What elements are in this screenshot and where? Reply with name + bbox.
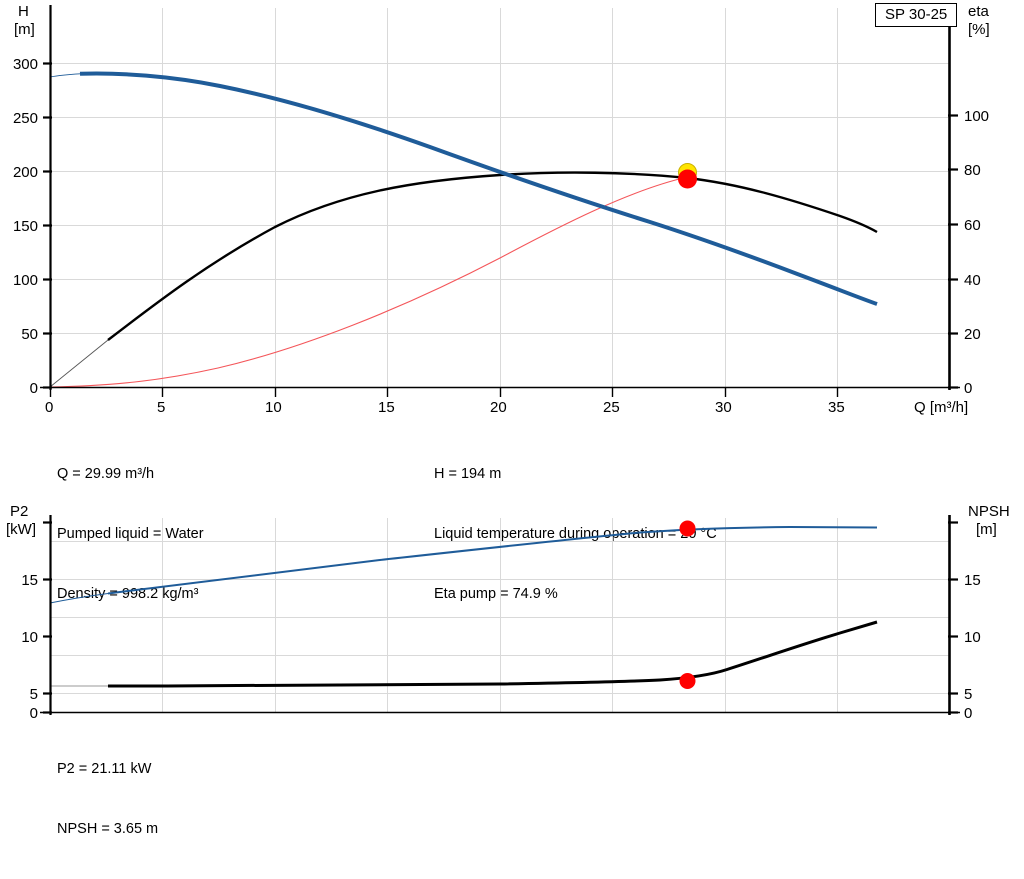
q-axis-title: Q [m³/h]: [914, 399, 969, 416]
vertical-gridlines: [162, 8, 838, 387]
left-axis-ticks-bottom: [43, 521, 52, 714]
q-tick-10: 10: [265, 399, 282, 416]
q-tick-35: 35: [828, 399, 845, 416]
eta-tick-20: 20: [964, 326, 981, 343]
duty-info-left-line-2: Pumped liquid = Water: [57, 526, 204, 542]
duty-point-marker: [678, 169, 697, 189]
eta-axis-unit: [%]: [968, 21, 990, 38]
power-info-line-2: NPSH = 3.65 m: [57, 821, 159, 837]
pump-curve-page: H [m] eta [%] SP 30-25 0 50 100 150 200 …: [6, 3, 1010, 837]
power-info: P2 = 21.11 kW NPSH = 3.65 m: [57, 719, 158, 879]
h-tick-300: 300: [12, 56, 38, 73]
npsh-tick-5: 5: [964, 686, 973, 703]
eta-tick-80: 80: [964, 162, 981, 179]
head-axis-unit: [m]: [14, 21, 35, 38]
power-npsh-chart: [40, 515, 960, 715]
head-efficiency-chart: [40, 5, 960, 397]
q-tick-25: 25: [603, 399, 620, 416]
efficiency-curve-extrapolated: [49, 339, 109, 388]
npsh-curve: [107, 620, 878, 688]
power-duty-marker: [679, 520, 696, 537]
power-curve-extrapolated: [49, 593, 109, 604]
right-axis-ticks-bottom: [948, 521, 958, 714]
q-tick-5: 5: [157, 399, 166, 416]
p2-tick-0: 0: [29, 705, 38, 722]
q-tick-0: 0: [45, 399, 54, 416]
h-tick-150: 150: [12, 218, 38, 235]
p2-tick-15: 15: [21, 572, 38, 589]
npsh-axis-unit: [m]: [976, 521, 997, 538]
duty-info-right-line-3: Eta pump = 74.9 %: [434, 586, 558, 602]
npsh-tick-15: 15: [964, 572, 981, 589]
power-axis-unit: [kW]: [6, 521, 36, 538]
power-curve: [107, 525, 878, 595]
left-axis-ticks: [43, 62, 52, 389]
h-tick-50: 50: [21, 326, 38, 343]
h-tick-200: 200: [12, 164, 38, 181]
head-axis-title: H: [18, 3, 29, 20]
system-curve: [49, 176, 688, 388]
npsh-duty-marker: [679, 673, 696, 689]
q-tick-20: 20: [490, 399, 507, 416]
h-tick-0: 0: [29, 380, 38, 397]
eta-tick-40: 40: [964, 272, 981, 289]
power-axis-title: P2: [10, 503, 29, 520]
duty-info-right-line-1: H = 194 m: [434, 466, 502, 482]
eta-tick-100: 100: [964, 108, 990, 125]
pump-model-label: SP 30-25: [875, 3, 958, 27]
eta-axis-title: eta: [968, 3, 989, 20]
h-tick-250: 250: [12, 110, 38, 127]
x-axis-ticks: [49, 387, 839, 397]
h-tick-100: 100: [12, 272, 38, 289]
eta-tick-60: 60: [964, 217, 981, 234]
npsh-axis-title: NPSH: [968, 503, 1010, 520]
power-info-line-1: P2 = 21.11 kW: [57, 761, 152, 777]
q-tick-30: 30: [715, 399, 732, 416]
p2-tick-10: 10: [21, 629, 38, 646]
p2-tick-5: 5: [29, 686, 38, 703]
eta-tick-0: 0: [964, 380, 973, 397]
duty-info-left-line-1: Q = 29.99 m³/h: [57, 466, 155, 482]
duty-info-left: Q = 29.99 m³/h Pumped liquid = Water Den…: [57, 424, 204, 644]
q-tick-15: 15: [378, 399, 395, 416]
head-curve-extrapolated: [49, 73, 81, 78]
npsh-tick-10: 10: [964, 629, 981, 646]
vertical-gridlines-bottom: [162, 518, 838, 712]
axes-bottom: [40, 515, 960, 715]
npsh-tick-0: 0: [964, 705, 973, 722]
right-axis-ticks: [948, 114, 958, 389]
head-curve: [79, 71, 878, 306]
efficiency-curve: [107, 171, 878, 341]
duty-info-left-line-3: Density = 998.2 kg/m³: [57, 586, 199, 602]
